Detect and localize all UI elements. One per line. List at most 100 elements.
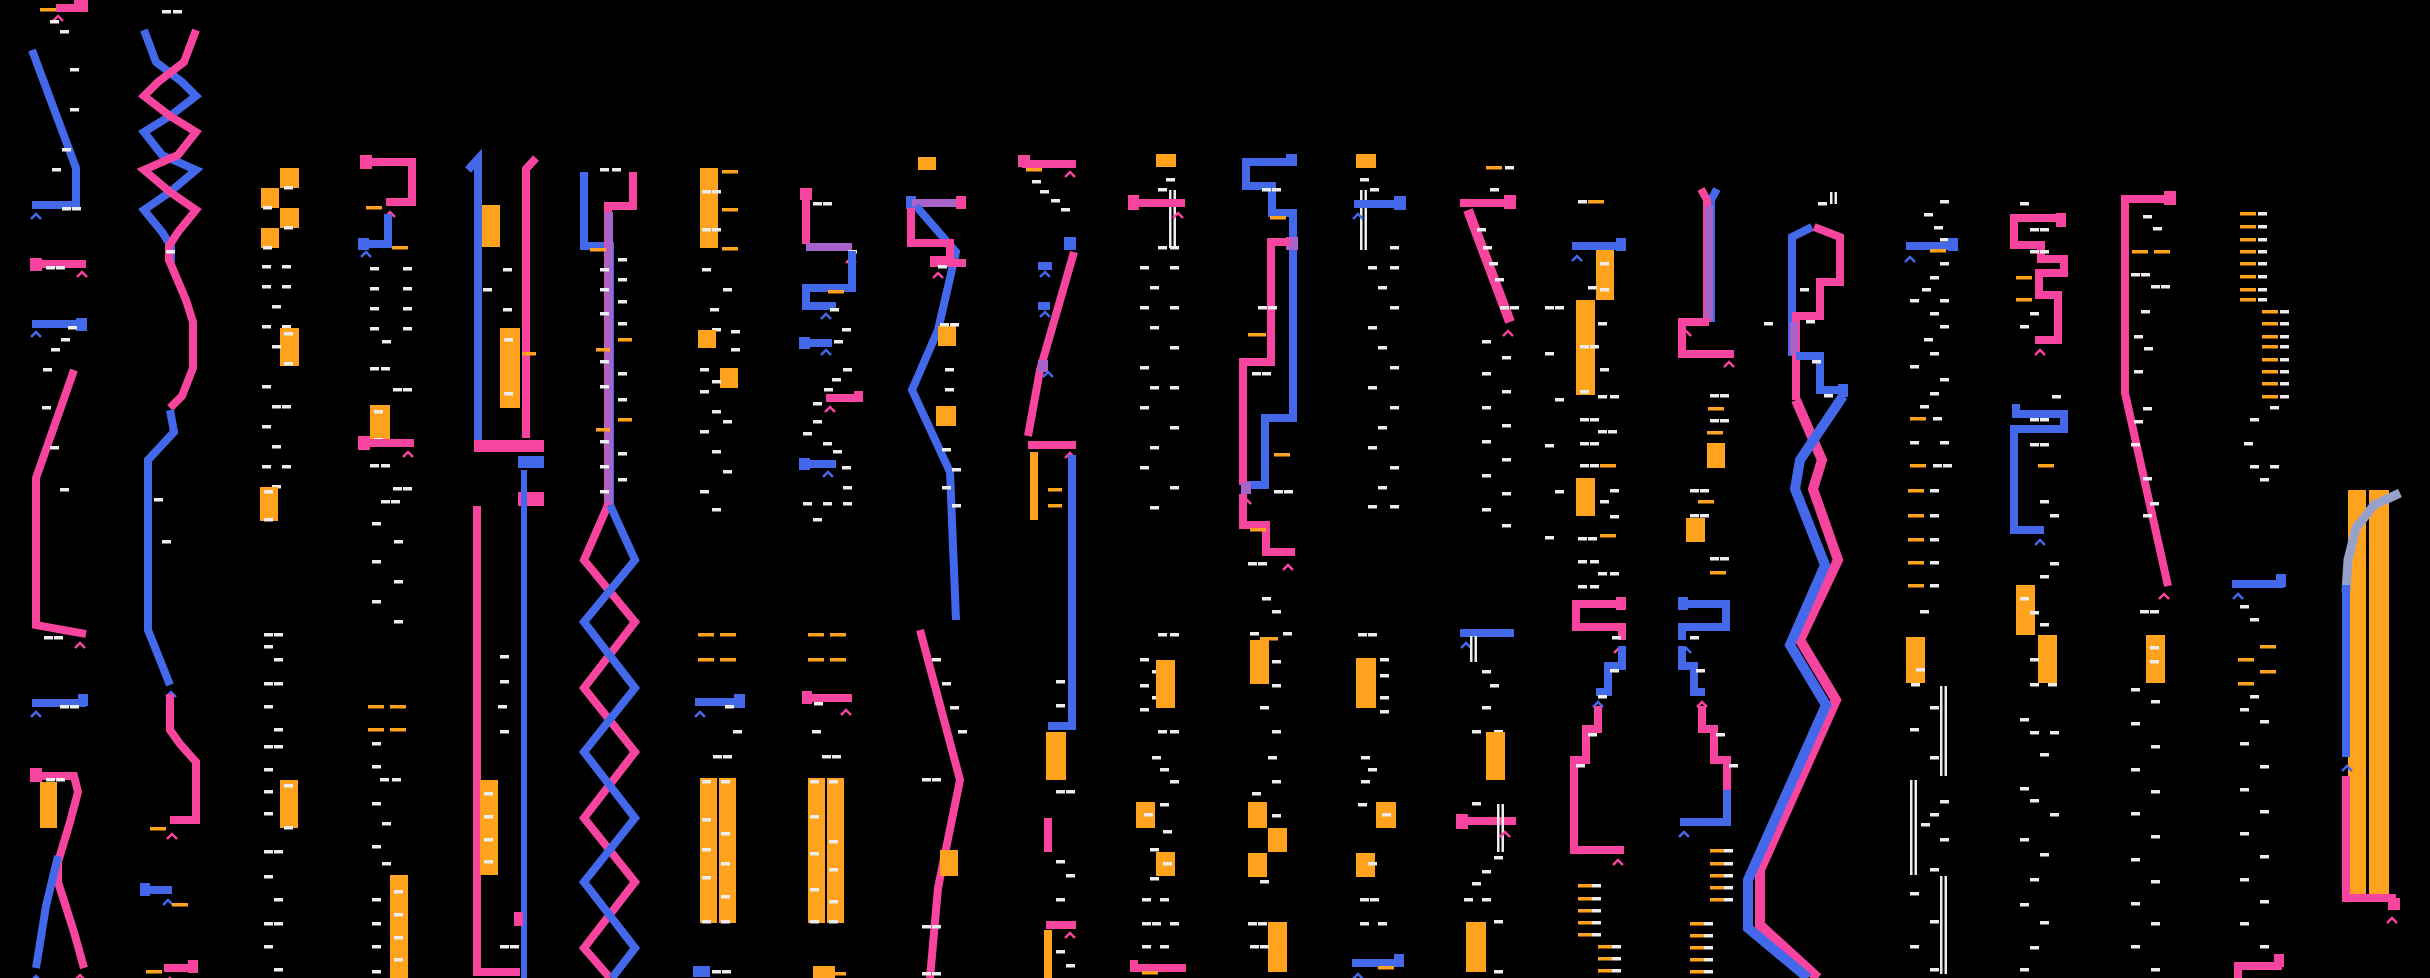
tick-orange bbox=[1598, 969, 1614, 973]
tick-white bbox=[700, 368, 709, 372]
tick-white bbox=[1056, 898, 1065, 902]
tick-white bbox=[2040, 250, 2049, 254]
tick-white bbox=[1724, 849, 1733, 853]
tick-orange bbox=[1578, 897, 1594, 901]
tick-white bbox=[370, 307, 379, 311]
tick-white bbox=[1502, 524, 1511, 528]
note-block bbox=[2146, 635, 2165, 683]
tick-orange bbox=[1598, 945, 1614, 949]
trace-line-pink bbox=[2342, 776, 2396, 902]
tick-orange bbox=[1698, 500, 1714, 504]
tick-white bbox=[2258, 225, 2267, 229]
tick-white bbox=[2260, 478, 2269, 482]
caret-icon-blue bbox=[1352, 972, 1364, 978]
tick-white bbox=[1258, 562, 1267, 566]
trace-line-pink bbox=[1239, 494, 1295, 556]
tick-white bbox=[403, 307, 412, 311]
tick-white bbox=[2240, 922, 2249, 926]
tick-white bbox=[1704, 922, 1713, 926]
tick-white bbox=[274, 658, 283, 662]
tick-orange bbox=[390, 728, 406, 732]
segment-block-blue bbox=[1038, 262, 1052, 270]
tick-white bbox=[1040, 190, 1049, 194]
tick-orange bbox=[1600, 534, 1616, 538]
tick-white bbox=[1056, 680, 1065, 684]
trace-line-pink bbox=[1678, 318, 1734, 358]
tick-white bbox=[51, 348, 60, 352]
tick-white bbox=[600, 385, 609, 389]
tick-white bbox=[1482, 670, 1491, 674]
tick-white bbox=[1600, 368, 1609, 372]
tick-white bbox=[264, 945, 273, 949]
note-block bbox=[1486, 732, 1505, 780]
column-c02 bbox=[136, 10, 204, 978]
tick-orange bbox=[2262, 310, 2278, 314]
tick-orange bbox=[2262, 370, 2278, 374]
tick-white bbox=[56, 266, 65, 270]
tick-orange bbox=[392, 246, 408, 250]
tick-white bbox=[264, 518, 273, 522]
tick-white bbox=[2131, 945, 2140, 949]
tick-orange bbox=[2262, 358, 2278, 362]
tick-orange bbox=[1908, 538, 1924, 542]
tick-white bbox=[803, 502, 812, 506]
tick-white bbox=[1483, 246, 1492, 250]
tick-white bbox=[282, 285, 291, 289]
tick-orange bbox=[2240, 225, 2256, 229]
trace-line-blue bbox=[362, 214, 392, 248]
tick-white bbox=[2240, 742, 2249, 746]
caret-icon-pink bbox=[1612, 858, 1624, 866]
segment-block-pink bbox=[1456, 814, 1468, 829]
note-block bbox=[482, 205, 500, 247]
tick-white bbox=[1930, 813, 1939, 817]
tick-white bbox=[1477, 228, 1486, 232]
segment-block-blue bbox=[518, 456, 544, 468]
tick-white bbox=[70, 705, 79, 709]
tick-white bbox=[1610, 669, 1619, 673]
tick-white bbox=[1580, 464, 1589, 468]
tick-white bbox=[370, 287, 379, 291]
tick-orange bbox=[1690, 958, 1706, 962]
tick-white bbox=[2040, 443, 2049, 447]
tick-white bbox=[612, 168, 621, 172]
tick-white bbox=[2258, 298, 2267, 302]
tick-white bbox=[2258, 212, 2267, 216]
tick-white bbox=[1592, 933, 1601, 937]
tick-white bbox=[814, 702, 823, 706]
tick-white bbox=[52, 168, 61, 172]
tick-white bbox=[2280, 358, 2289, 362]
note-block bbox=[1356, 154, 1376, 168]
tick-white bbox=[1272, 660, 1281, 664]
tick-white bbox=[829, 840, 838, 844]
tick-white bbox=[2030, 731, 2039, 735]
tick-orange bbox=[618, 338, 632, 342]
tick-white bbox=[600, 465, 609, 469]
tick-white bbox=[1150, 506, 1159, 510]
note-block bbox=[1576, 478, 1595, 516]
tick-white bbox=[833, 450, 842, 454]
trace-line-pink bbox=[1463, 208, 1515, 324]
tick-white bbox=[1930, 514, 1939, 518]
tick-white bbox=[1910, 728, 1919, 732]
marker-bar bbox=[1360, 190, 1363, 250]
tick-white bbox=[1368, 446, 1377, 450]
tick-white bbox=[264, 745, 273, 749]
tick-white bbox=[1056, 704, 1065, 708]
tick-white bbox=[394, 580, 403, 584]
tick-white bbox=[1588, 286, 1597, 290]
tick-white bbox=[403, 267, 412, 271]
tick-white bbox=[1390, 466, 1399, 470]
tick-white bbox=[382, 862, 391, 866]
tick-white bbox=[832, 378, 841, 382]
tick-white bbox=[600, 168, 609, 172]
tick-white bbox=[1150, 877, 1159, 881]
tick-white bbox=[1482, 406, 1491, 410]
trace-line-pink bbox=[2010, 214, 2068, 344]
tick-white bbox=[272, 485, 281, 489]
tick-white bbox=[1505, 166, 1514, 170]
tick-white bbox=[1268, 306, 1277, 310]
tick-orange bbox=[720, 633, 736, 637]
note-block bbox=[1356, 658, 1376, 708]
tick-orange bbox=[2240, 298, 2256, 302]
